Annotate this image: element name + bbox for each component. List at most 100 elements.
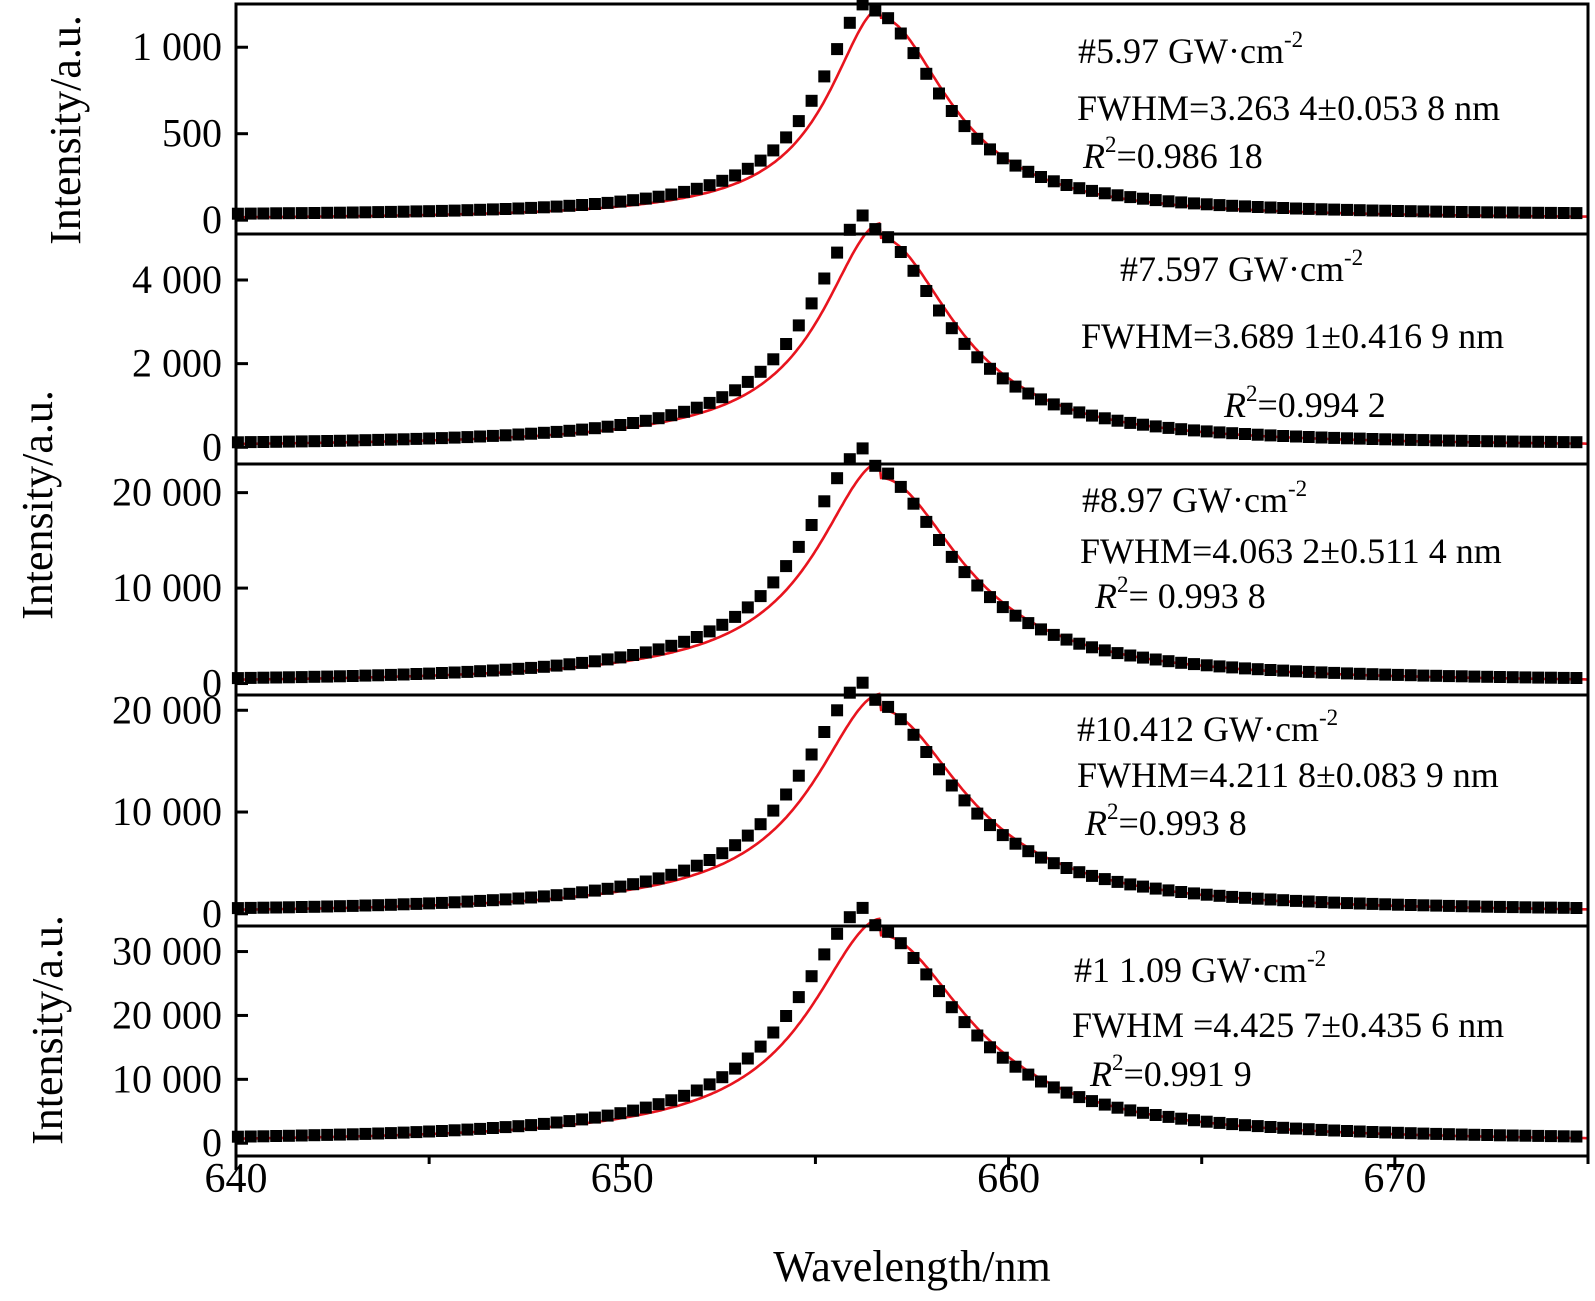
- y-axis-title-middle: Intensity/a.u.: [13, 390, 62, 620]
- panel-2-annotation: #7.597 GW·cm-2 FWHM=3.689 1±0.416 9 nm R…: [1081, 245, 1504, 425]
- data-point: [1532, 901, 1545, 914]
- panel-3-plot: [231, 442, 1588, 685]
- data-point: [716, 391, 729, 404]
- data-point: [1379, 668, 1392, 681]
- data-point: [321, 1128, 334, 1141]
- data-point: [1391, 1126, 1404, 1139]
- data-point: [882, 12, 895, 25]
- y-tick-label: 0: [202, 1120, 222, 1165]
- data-point: [652, 412, 665, 425]
- data-point: [1506, 206, 1519, 219]
- data-point: [741, 1052, 754, 1065]
- data-point: [1213, 426, 1226, 439]
- data-point: [1532, 671, 1545, 684]
- data-point: [295, 435, 308, 448]
- data-point: [321, 435, 334, 447]
- data-point: [410, 432, 423, 445]
- data-point: [920, 285, 933, 297]
- data-point: [690, 1084, 703, 1097]
- data-point: [1519, 901, 1532, 914]
- data-point: [1124, 649, 1137, 662]
- data-point: [627, 417, 640, 429]
- data-point: [1188, 424, 1200, 437]
- data-point: [1481, 900, 1494, 913]
- data-point: [1557, 671, 1570, 684]
- data-point: [1009, 837, 1022, 850]
- data-point: [512, 1120, 525, 1133]
- data-point: [448, 896, 461, 909]
- data-point: [639, 192, 652, 205]
- data-point: [295, 207, 308, 220]
- panel-1-plot: [231, 0, 1588, 220]
- data-point: [1009, 159, 1022, 172]
- data-point: [1506, 435, 1519, 448]
- panel-1-r2: R2=0.986 18: [1082, 132, 1263, 176]
- data-point: [805, 297, 818, 310]
- data-point: [257, 1130, 270, 1143]
- data-point: [359, 206, 372, 219]
- data-point: [767, 353, 780, 366]
- data-point: [614, 1107, 627, 1120]
- data-point: [958, 337, 971, 350]
- data-point: [869, 223, 882, 236]
- panel-5-plot: [231, 901, 1588, 1143]
- data-point: [716, 1071, 729, 1084]
- data-point: [729, 1062, 742, 1075]
- data-point: [869, 693, 882, 706]
- data-point: [627, 1104, 640, 1117]
- data-point: [435, 204, 448, 217]
- data-point: [295, 671, 308, 684]
- data-point: [678, 864, 691, 877]
- data-point: [1213, 199, 1226, 212]
- data-point: [423, 1125, 436, 1138]
- data-point: [1111, 647, 1124, 660]
- data-point: [1251, 892, 1264, 905]
- data-point: [856, 676, 869, 689]
- panel-1-title: #5.97 GW·cm-2: [1078, 27, 1303, 71]
- data-point: [741, 829, 754, 842]
- data-point: [1022, 1068, 1035, 1081]
- data-point: [1251, 663, 1264, 676]
- data-point: [780, 338, 793, 350]
- panel-frames: [234, 2, 1590, 1158]
- data-point: [958, 1016, 971, 1029]
- data-point: [780, 788, 793, 801]
- data-point: [882, 700, 895, 713]
- data-point: [1532, 206, 1545, 219]
- data-point: [1455, 670, 1468, 683]
- data-point: [945, 105, 958, 117]
- panel-1-annotation: #5.97 GW·cm-2 FWHM=3.263 4±0.053 8 nm R2…: [1077, 27, 1500, 176]
- data-point: [805, 970, 818, 983]
- data-point: [461, 204, 474, 217]
- data-point: [1570, 1130, 1583, 1143]
- data-point: [231, 207, 244, 220]
- data-point: [474, 894, 487, 907]
- data-point: [1341, 667, 1353, 680]
- data-point: [1149, 194, 1162, 207]
- data-point: [1379, 204, 1392, 217]
- data-point: [333, 206, 346, 219]
- data-point: [1557, 1130, 1570, 1143]
- y-tick-label: 0: [202, 197, 222, 242]
- data-point: [792, 991, 805, 1004]
- data-point: [1277, 202, 1290, 214]
- data-point: [1251, 1120, 1264, 1133]
- data-point: [1328, 1124, 1341, 1137]
- data-point: [1035, 171, 1047, 183]
- data-point: [1391, 668, 1404, 681]
- data-point: [423, 897, 436, 910]
- data-point: [1226, 661, 1239, 674]
- data-point: [1009, 1060, 1022, 1073]
- data-point: [1098, 412, 1111, 425]
- data-point: [831, 927, 844, 940]
- data-point: [1124, 878, 1137, 891]
- data-point: [308, 1129, 321, 1142]
- data-point: [984, 591, 996, 604]
- data-point: [1557, 901, 1570, 914]
- data-point: [1086, 1095, 1098, 1108]
- data-point: [920, 515, 933, 528]
- data-point: [372, 669, 385, 682]
- data-point: [1124, 1104, 1137, 1117]
- data-point: [882, 467, 895, 480]
